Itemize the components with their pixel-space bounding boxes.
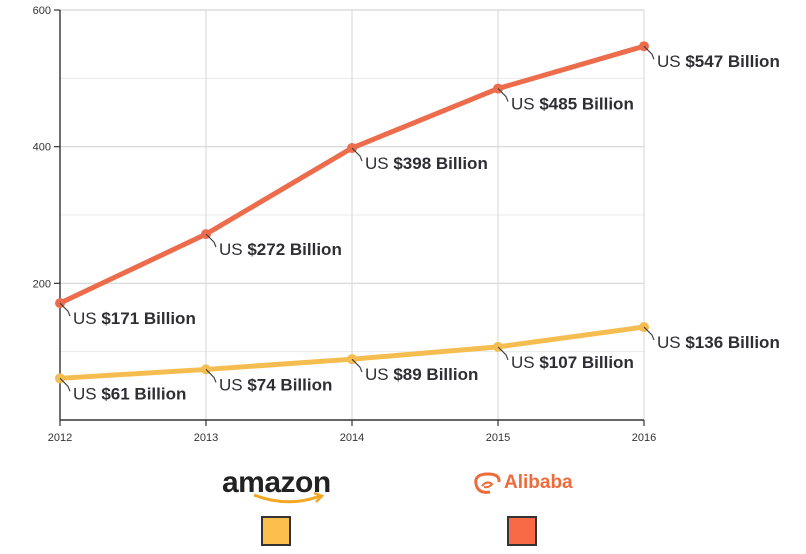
data-label-amazon: US $136 Billion bbox=[657, 333, 780, 352]
grid-lines bbox=[60, 9, 645, 420]
label-leader-amazon bbox=[351, 358, 363, 373]
label-leader-alibaba bbox=[205, 233, 217, 248]
label-leader-amazon bbox=[497, 346, 509, 361]
line-chart: US $171 Billion US $272 Billion US $398 Bi… bbox=[33, 5, 780, 444]
axes bbox=[54, 9, 645, 426]
y-tick-label: 600 bbox=[33, 5, 51, 17]
legend-item-amazon: amazon bbox=[222, 468, 331, 546]
data-label-alibaba: US $485 Billion bbox=[511, 95, 634, 114]
x-tick-label: 2013 bbox=[194, 432, 218, 444]
legend-item-alibaba: Alibaba bbox=[472, 468, 573, 546]
label-leader-alibaba bbox=[643, 45, 655, 60]
alibaba-logo: Alibaba bbox=[472, 468, 573, 498]
data-points bbox=[55, 41, 655, 392]
alibaba-icon bbox=[474, 472, 501, 494]
data-label-alibaba: US $171 Billion bbox=[73, 309, 196, 328]
amazon-swatch bbox=[261, 516, 292, 546]
data-label-amazon: US $89 Billion bbox=[365, 365, 478, 384]
label-leader-amazon bbox=[59, 377, 71, 392]
x-tick-label: 2016 bbox=[632, 432, 656, 444]
label-leader-alibaba bbox=[351, 147, 363, 162]
x-tick-label: 2015 bbox=[486, 432, 510, 444]
y-tick-label: 400 bbox=[33, 142, 51, 154]
data-label-alibaba: US $398 Billion bbox=[365, 154, 488, 173]
amazon-smile-icon bbox=[253, 492, 325, 504]
label-leader-amazon bbox=[643, 326, 655, 341]
x-tick-label: 2012 bbox=[48, 432, 72, 444]
label-leader-alibaba bbox=[59, 302, 71, 317]
label-leader-amazon bbox=[205, 369, 217, 383]
data-label-amazon: US $74 Billion bbox=[219, 375, 332, 394]
y-tick-label: 200 bbox=[33, 278, 51, 290]
data-labels: US $171 Billion US $272 Billion US $398 Bi… bbox=[73, 52, 780, 403]
data-label-alibaba: US $272 Billion bbox=[219, 240, 342, 259]
label-leader-alibaba bbox=[497, 88, 509, 102]
tick-labels: 200 400 600 2012 2013 2014 2015 2016 bbox=[33, 5, 657, 444]
data-label-alibaba: US $547 Billion bbox=[657, 52, 780, 71]
alibaba-swatch bbox=[507, 516, 538, 546]
data-label-amazon: US $107 Billion bbox=[511, 353, 634, 372]
amazon-logo: amazon bbox=[222, 468, 331, 504]
data-label-amazon: US $61 Billion bbox=[73, 384, 186, 403]
x-tick-label: 2014 bbox=[340, 432, 364, 444]
